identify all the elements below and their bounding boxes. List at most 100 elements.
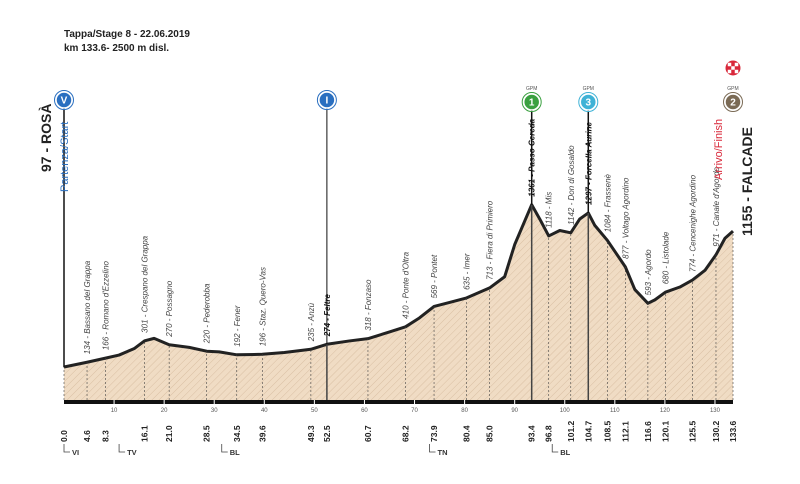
x-tick-label: 90 [511,408,518,414]
waypoint-label: 192 - Fener [233,305,242,347]
marker-icon-label: I [326,96,329,107]
km-label: 52.5 [322,425,332,442]
km-label: 16.1 [140,425,150,442]
km-label: 133.6 [728,420,738,442]
profile-area [64,204,733,400]
km-label: 125.5 [687,420,697,442]
province-arrow [221,444,228,453]
waypoint-label: 220 - Pederobba [203,283,212,344]
waypoint-label: 1084 - Frassenè [603,173,612,232]
x-tick-label: 10 [111,408,118,414]
profile-line [63,203,734,369]
km-label: 34.5 [232,425,242,442]
marker-ring [316,90,337,110]
km-label: 104.7 [583,420,593,442]
marker-ring [521,92,542,112]
start-name: 97 - ROSÀ [38,104,54,172]
km-label: 80.4 [462,425,472,442]
km-label: 120.1 [660,420,670,442]
x-tick-label: 130 [710,408,721,414]
finish-name: 1155 - FALCADE [739,127,755,236]
waypoint-label: 971 - Canale d'Agordo [712,166,721,246]
km-label: 93.4 [527,425,537,442]
x-tick-label: 120 [660,408,671,414]
waypoint-label: 166 - Romano d'Ezzelino [102,260,111,350]
waypoint-label: 134 - Bassano del Grappa [83,260,92,354]
x-tick-label: 40 [261,408,268,414]
marker-icon-label: 3 [586,98,592,109]
marker-icon [579,93,598,111]
marker-icon-label: 1 [529,98,535,109]
km-label: 85.0 [485,425,495,442]
marker-ring [578,92,599,112]
waypoint-label: 593 - Agordo [644,249,653,296]
km-label: 0.0 [59,430,69,442]
waypoint-label: 569 - Pontet [430,254,439,298]
x-tick-label: 20 [161,408,168,414]
marker-tag: GPM [526,86,537,92]
finish-check [727,62,732,67]
finish-check [731,66,735,70]
province-arrow [551,444,559,453]
waypoint-label: 713 - Fiera di Primiero [486,200,495,280]
x-tick-label: 50 [311,408,318,414]
start-label: Partenza/Start [59,122,71,192]
km-label: 49.3 [306,425,316,442]
province-label: VI [72,448,79,457]
waypoint-label: 1142 - Don di Gosaldo [567,145,576,225]
province-label: BL [230,448,240,457]
km-label: 112.1 [620,421,630,442]
finish-check [734,62,739,67]
marker-ring [723,92,743,112]
finish-label: Arrivo/Finish [713,119,725,180]
waypoint-label: 318 - Fonzaso [364,279,373,331]
title: Tappa/Stage 8 - 22.06.2019 [64,29,190,40]
waypoint-label: 635 - Imer [463,253,472,290]
finish-check [734,69,739,74]
km-label: 39.6 [257,425,267,442]
waypoint-label: 1118 - Mis [545,192,554,228]
marker-ring [54,90,74,110]
km-label: 21.0 [164,425,174,442]
marker-icon [55,91,73,109]
finish-check [727,69,732,74]
province-label: TN [438,448,448,457]
x-tick-label: 70 [411,408,418,414]
waypoint-label: 196 - Staz. Quero-Vas [258,267,267,346]
marker-icon-label: 2 [730,98,736,109]
marker-tag: GPM [727,86,738,92]
waypoint-label: 774 - Cencenighe Agordino [688,174,697,272]
waypoint-label: 680 - Listolade [661,231,670,284]
x-tick-label: 30 [211,408,218,414]
x-tick-label: 100 [560,408,571,414]
km-label: 116.6 [643,421,653,442]
province-arrow [429,444,436,453]
waypoint-label: 270 - Possagno [165,280,174,338]
km-label: 130.2 [711,420,721,442]
marker-icon [724,93,742,111]
waypoint-label: 877 - Voltago Agordino [621,177,630,259]
km-label: 101.2 [566,420,576,442]
x-tick-label: 80 [461,408,468,414]
km-label: 68.2 [401,425,411,442]
marker-icon-label: V [61,96,68,107]
km-label: 73.9 [429,425,439,442]
km-label: 4.6 [82,430,92,442]
waypoint-label: 301 - Crespano del Grappa [141,235,150,333]
waypoint-label: 410 - Ponte d'Oltra [402,251,411,318]
x-tick-label: 110 [610,408,620,414]
km-label: 8.3 [101,430,111,442]
province-arrow [118,444,126,453]
subtitle: km 133.6- 2500 m disl. [64,43,169,54]
province-arrow [63,444,70,453]
marker-tag: GPM [583,86,594,92]
marker-icon [318,91,336,109]
waypoint-label: 235 - Anzù [307,302,316,342]
km-label: 60.7 [363,425,373,442]
km-label: 28.5 [202,425,212,442]
x-tick-label: 60 [361,408,368,414]
km-label: 96.8 [544,425,554,442]
km-label: 108.5 [602,420,612,442]
province-label: BL [560,448,570,457]
